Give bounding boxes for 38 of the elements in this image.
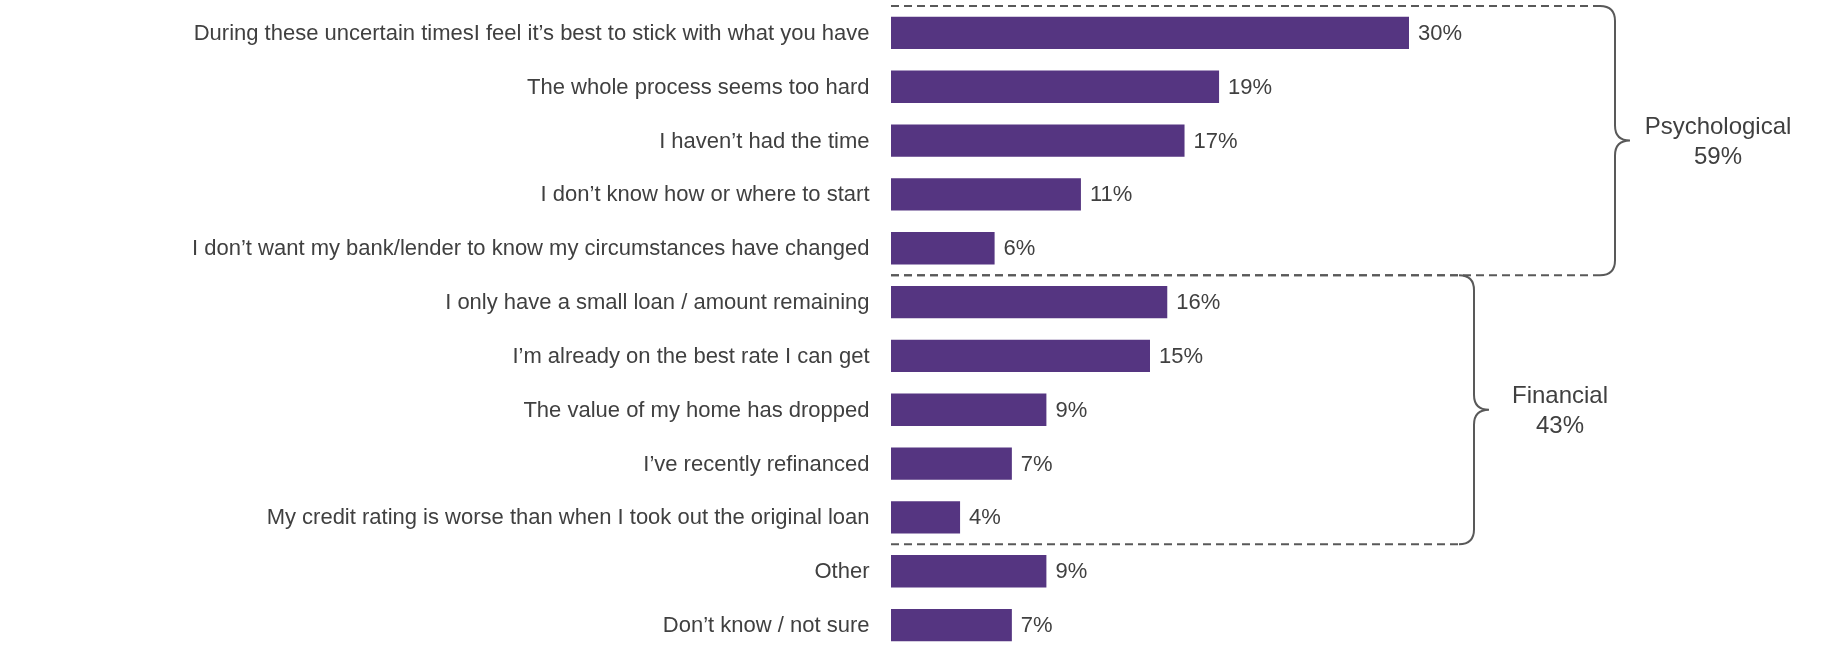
y-tick-label: I only have a small loan / amount remaining (445, 289, 870, 315)
data-label: 16% (1176, 289, 1221, 315)
y-tick-label: I haven’t had the time (659, 127, 870, 153)
data-label: 17% (1193, 127, 1238, 153)
data-label: 6% (1003, 235, 1036, 261)
text: Financial 43% (1511, 380, 1609, 438)
data-label: 7% (1020, 612, 1053, 638)
bar (891, 70, 1220, 103)
bar (891, 447, 1012, 480)
data-label: 9% (1055, 396, 1088, 422)
bar (891, 124, 1185, 157)
data-label: 9% (1055, 558, 1088, 584)
text: Psychological 59% (1644, 111, 1792, 169)
y-tick-label: Other (814, 558, 870, 584)
y-tick-label: I’ve recently refinanced (643, 450, 870, 476)
data-label: 4% (969, 504, 1001, 530)
y-tick-label: During these uncertain timesI feel it’s best to stick with what you have (193, 19, 870, 45)
y-tick-label: The whole process seems too hard (527, 73, 870, 99)
data-label: 15% (1159, 342, 1204, 368)
bar (891, 178, 1081, 211)
y-tick-label: My credit rating is worse than when I took out the original loan (266, 504, 870, 530)
bar (891, 285, 1168, 319)
bar (891, 501, 961, 534)
bar (891, 232, 995, 265)
y-tick-label: I’m already on the best rate I can get (512, 342, 870, 368)
bar (891, 608, 1012, 642)
data-label: 11% (1089, 181, 1133, 207)
data-label: 7% (1020, 450, 1053, 476)
bar (891, 16, 1409, 50)
y-tick-label: I don’t know how or where to start (540, 181, 870, 207)
bar (891, 555, 1047, 588)
bar (891, 339, 1150, 373)
y-tick-label: I don’t want my bank/lender to know my circumstances have changed (192, 235, 870, 261)
y-tick-label: The value of my home has dropped (523, 396, 870, 422)
data-label: 30% (1418, 19, 1463, 45)
bar (891, 393, 1047, 426)
data-label: 19% (1228, 73, 1273, 99)
y-tick-label: Don’t know / not sure (662, 612, 870, 638)
